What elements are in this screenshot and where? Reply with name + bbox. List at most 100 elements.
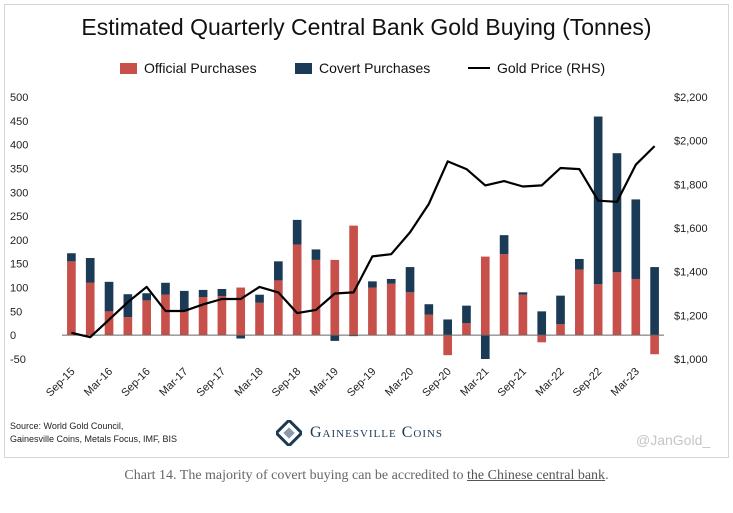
figure-caption: Chart 14. The majority of covert buying … (110, 466, 623, 485)
y-tick-label: 150 (10, 259, 28, 271)
bar-covert (480, 335, 490, 359)
bar-covert (368, 281, 377, 288)
bar-covert (405, 267, 415, 293)
x-tick-label: Sep-21 (495, 366, 529, 400)
y-tick-label: 300 (10, 187, 28, 199)
bar-official (67, 261, 76, 336)
bar-official (405, 292, 415, 336)
bar-official (575, 269, 584, 336)
gainesville-coins-logo-icon (276, 420, 302, 446)
x-tick-label: Sep-20 (420, 366, 454, 400)
bar-covert (330, 335, 340, 341)
bar-official (537, 335, 547, 343)
bar-covert (612, 153, 622, 273)
bar-official (462, 323, 471, 336)
x-tick-label: Mar-20 (383, 366, 416, 399)
y2-tick-label: $1,600 (674, 223, 708, 235)
y2-tick-label: $1,800 (674, 179, 708, 191)
bar-covert (67, 253, 76, 262)
bar-covert (198, 289, 208, 298)
bar-covert (462, 305, 471, 324)
brand-name: Gainesville Coins (310, 424, 444, 441)
legend-gold-price-label: Gold Price (RHS) (497, 60, 606, 76)
bar-official (85, 282, 95, 336)
y2-tick-label: $2,200 (674, 92, 708, 104)
bar-official (424, 314, 434, 336)
x-tick-label: Mar-17 (157, 366, 190, 399)
bar-covert (274, 261, 283, 281)
bar-official (198, 297, 208, 336)
legend-covert-label: Covert Purchases (319, 60, 431, 76)
bar-official (292, 244, 302, 336)
y-tick-label: 400 (10, 140, 28, 152)
x-tick-label: Mar-23 (609, 366, 642, 399)
y-tick-label: 50 (10, 306, 22, 318)
source-note: Source: World Gold Council, Gainesville … (10, 420, 177, 446)
x-tick-label: Sep-19 (345, 366, 379, 400)
bar-covert (650, 267, 659, 336)
source-line-2: Gainesville Coins, Metals Focus, IMF, BI… (10, 434, 178, 444)
bar-covert (386, 278, 396, 284)
bar-covert (292, 219, 302, 245)
y2-tick-label: $1,400 (674, 267, 708, 279)
bar-official (274, 280, 283, 336)
y-tick-label: 0 (10, 330, 16, 342)
bar-official (236, 287, 246, 336)
x-tick-label: Mar-19 (308, 366, 341, 399)
bar-official (612, 272, 622, 336)
x-tick-label: Mar-21 (458, 366, 491, 399)
bar-official (556, 324, 565, 336)
x-tick-label: Mar-16 (82, 366, 115, 399)
x-tick-label: Mar-18 (233, 366, 266, 399)
brand-logo: Gainesville Coins (276, 420, 443, 446)
bar-covert (499, 235, 509, 255)
legend-official-label: Official Purchases (144, 60, 257, 76)
series-line-gold-price (71, 145, 656, 339)
legend-covert: Covert Purchases (295, 60, 430, 76)
bar-covert (311, 249, 321, 260)
bar-official (161, 294, 170, 336)
bar-official (217, 296, 227, 336)
x-tick-label: Sep-16 (119, 366, 153, 400)
legend-official: Official Purchases (120, 60, 257, 76)
bar-official (499, 254, 509, 336)
y2-tick-label: $1,000 (674, 354, 708, 366)
y-tick-label: 100 (10, 283, 28, 295)
bar-covert (179, 290, 189, 312)
legend-covert-swatch (295, 62, 312, 74)
bar-covert (85, 258, 95, 283)
y-tick-label: 450 (10, 116, 28, 128)
bar-covert (104, 281, 114, 312)
bar-official (650, 335, 659, 355)
y-tick-label: 250 (10, 211, 28, 223)
bar-covert (236, 335, 246, 339)
bar-official (311, 259, 321, 336)
x-tick-label: Sep-17 (194, 366, 228, 400)
source-line-1: Source: World Gold Council, (10, 421, 124, 431)
x-tick-label: Sep-15 (44, 366, 78, 400)
bar-covert (443, 319, 452, 336)
bar-official (593, 284, 603, 336)
caption-suffix: . (605, 468, 609, 483)
bar-official (386, 283, 396, 336)
bar-covert (631, 199, 641, 279)
chart-title: Estimated Quarterly Central Bank Gold Bu… (81, 14, 652, 40)
y-tick-label: 500 (10, 92, 28, 104)
x-tick-label: Sep-22 (571, 366, 605, 400)
caption-link[interactable]: the Chinese central bank (467, 468, 606, 483)
bar-covert (537, 311, 547, 336)
x-tick-label: Mar-22 (534, 366, 567, 399)
bar-covert (518, 292, 528, 295)
y-tick-label: 200 (10, 235, 28, 247)
bar-official (330, 259, 340, 336)
bar-official (518, 294, 528, 336)
bar-covert (255, 294, 264, 303)
bar-official (179, 311, 189, 336)
y2-tick-label: $2,000 (674, 136, 708, 148)
bar-official (142, 300, 151, 336)
bar-covert (142, 293, 151, 301)
chart-legend: Official Purchases Covert Purchases Gold… (0, 60, 733, 80)
legend-gold-price-swatch (468, 67, 490, 69)
bar-covert (424, 304, 434, 315)
